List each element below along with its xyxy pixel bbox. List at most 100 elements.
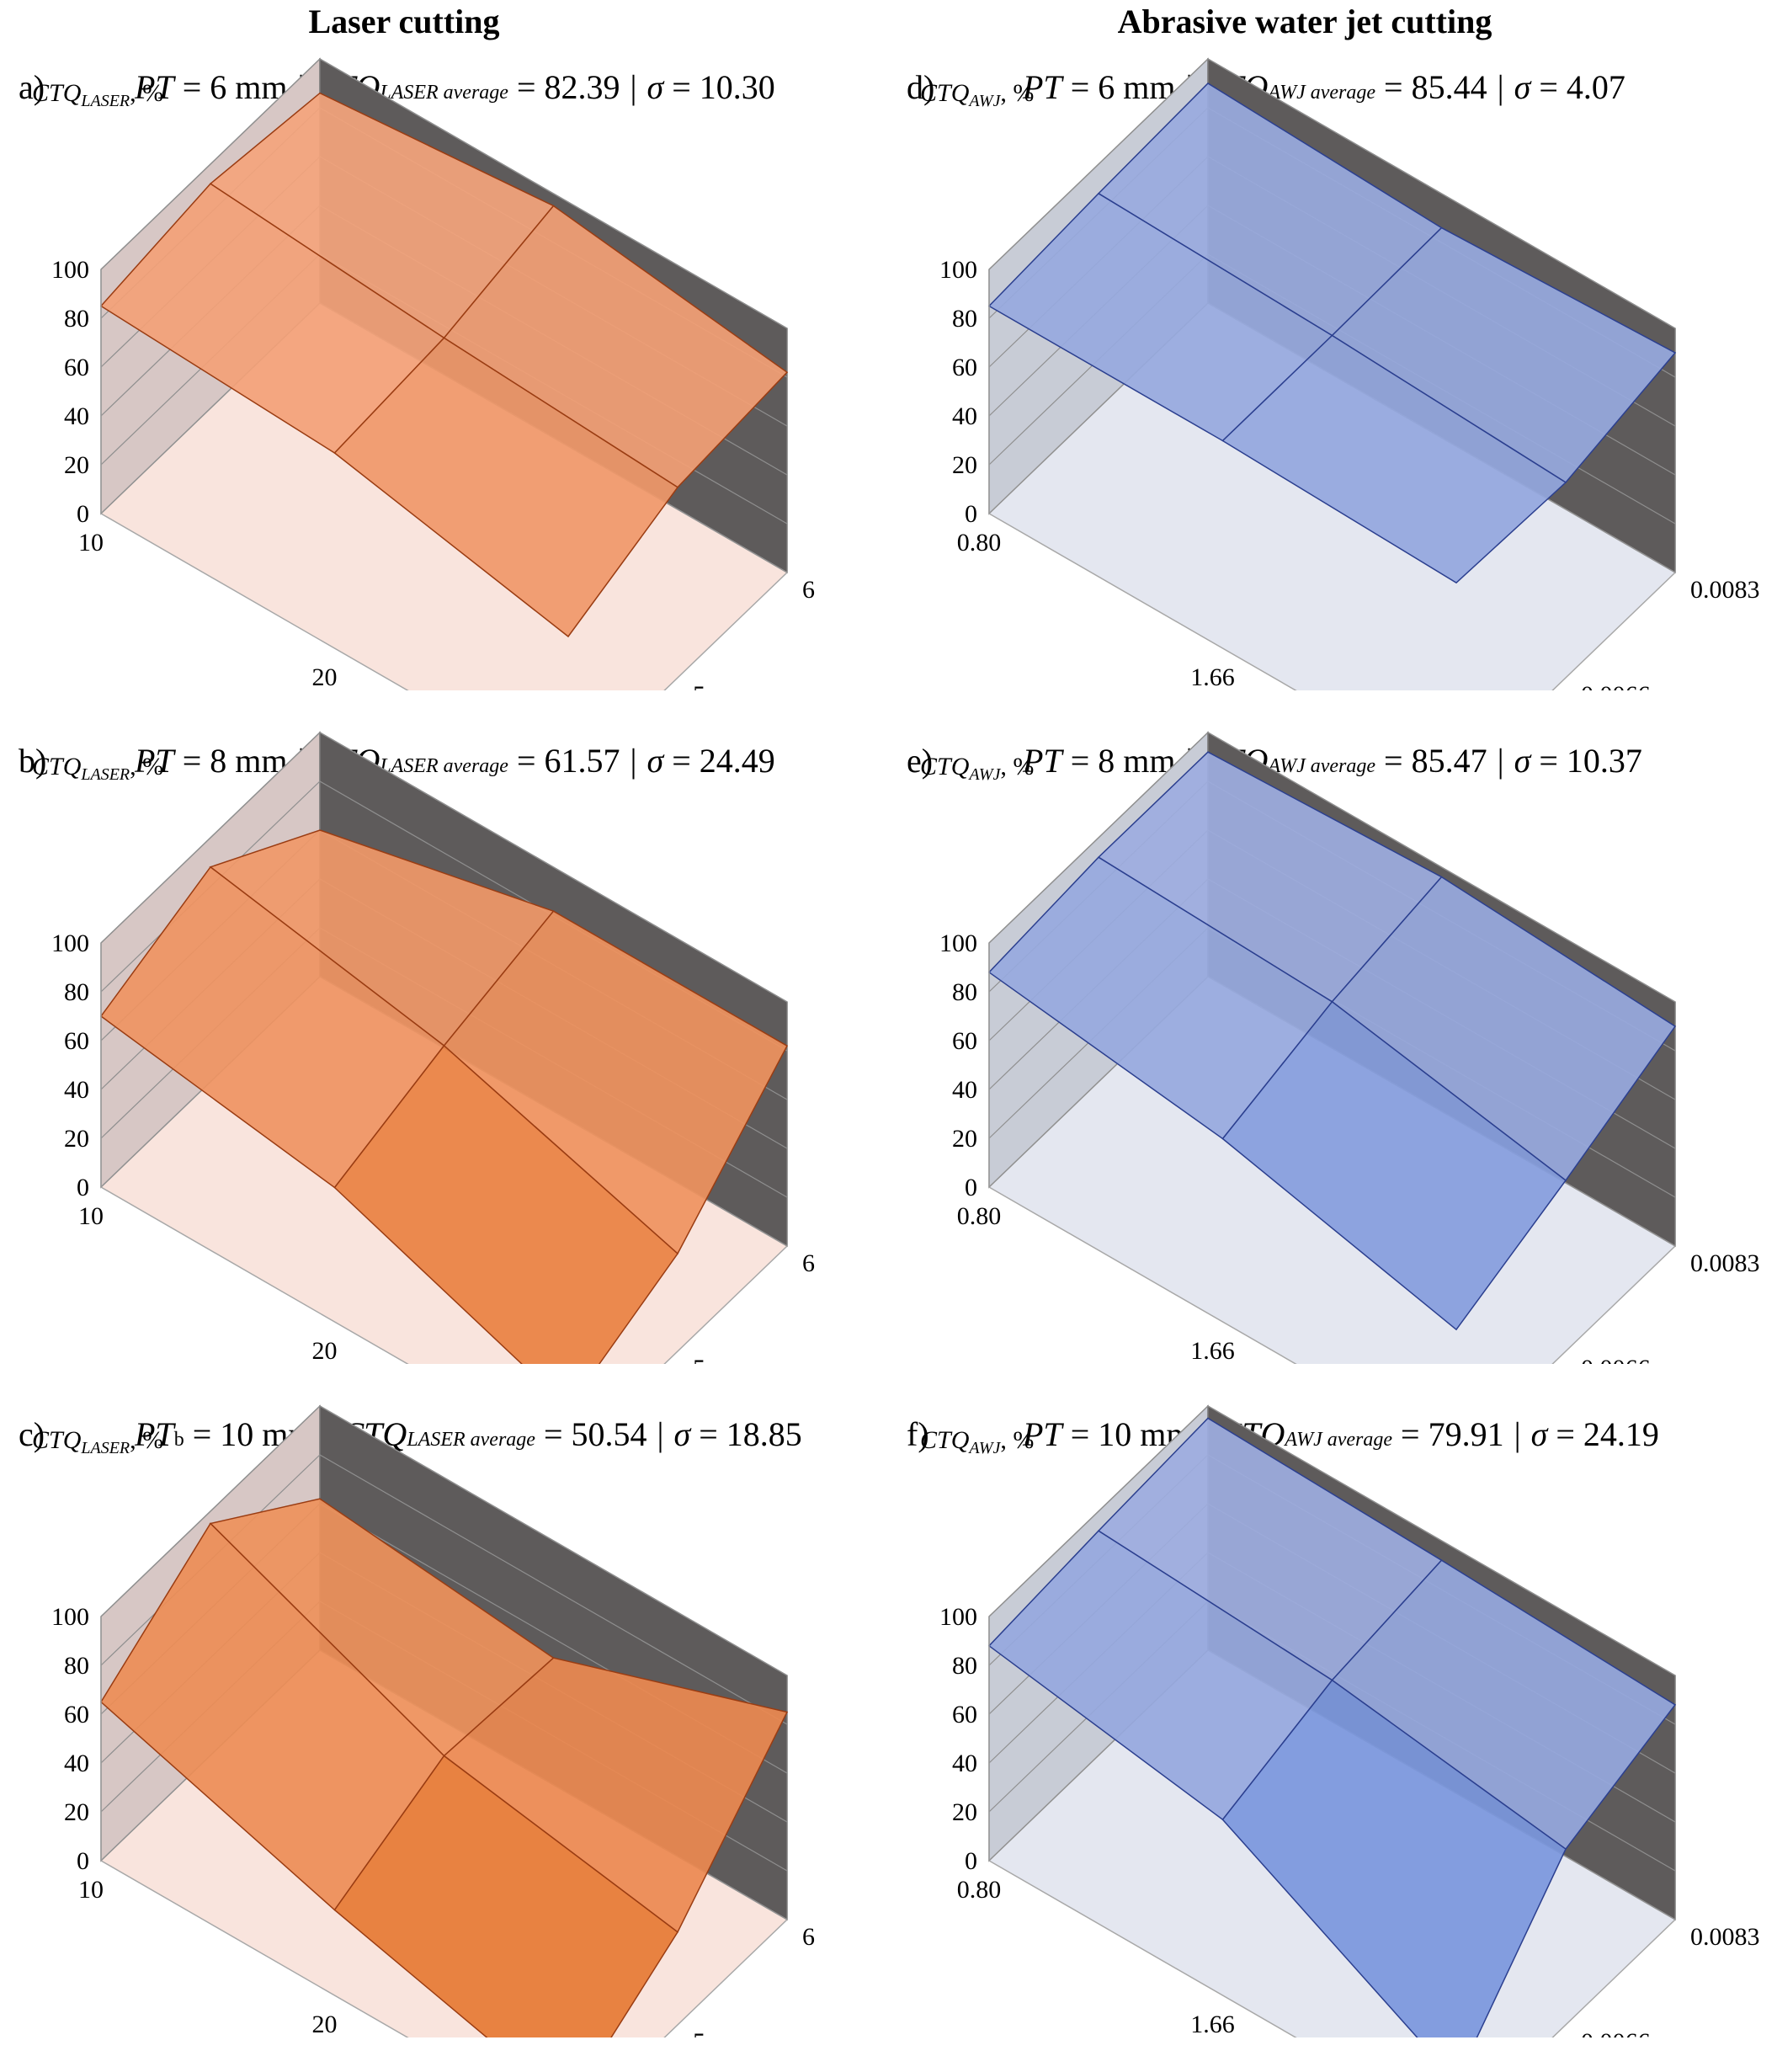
z-label-subscript: AWJ (967, 765, 1001, 784)
z-label-unit: , % (130, 79, 163, 107)
z-tick-label: 100 (51, 929, 89, 957)
z-tick-label: 20 (952, 1798, 977, 1826)
z-tick-label: 40 (64, 1750, 89, 1777)
z-tick-label: 0 (77, 1174, 89, 1201)
z-tick-label: 60 (64, 354, 89, 381)
y-tick-label: 0.0083 (1690, 1249, 1760, 1277)
z-tick-label: 100 (939, 256, 977, 284)
title-separator: | (1514, 1415, 1521, 1453)
ctq-average-value: = 82.39 (508, 68, 620, 106)
x-tick-label: 10 (78, 1202, 104, 1230)
chart-panel-a: a)PT = 6 mm|CTQLASER average = 82.39|σ =… (0, 17, 888, 690)
z-tick-label: 100 (51, 1603, 89, 1631)
ctq-average-value: = 85.47 (1375, 742, 1487, 780)
z-label-symbol: CTQ (32, 753, 82, 780)
z-label-subscript: AWJ (967, 92, 1001, 110)
z-tick-label: 60 (64, 1701, 89, 1728)
z-gridline (988, 58, 1676, 329)
pt-value: = 6 mm (173, 68, 288, 106)
z-label-symbol: CTQ (32, 1426, 82, 1454)
z-label-symbol: CTQ (920, 79, 970, 107)
z-tick-label: 40 (64, 1076, 89, 1104)
z-tick-label: 60 (952, 1701, 977, 1728)
chart-panel-b: b)PT = 8 mm|CTQLASER average = 61.57|σ =… (0, 690, 888, 1364)
y-tick-label: 0.0066 (1581, 681, 1651, 690)
z-axis-label: CTQLASER, % (32, 1426, 163, 1457)
pt-symbol: PT (1023, 1415, 1062, 1453)
ctq-subscript: LASER average (407, 1429, 535, 1451)
z-label-subscript: LASER (80, 92, 130, 110)
sigma-value: = 10.30 (663, 68, 775, 106)
column-heading-awj: Abrasive water jet cutting (1117, 3, 1492, 40)
y-tick-label: 6 (802, 576, 815, 604)
z-tick-label: 20 (952, 1125, 977, 1153)
z-label-symbol: CTQ (920, 753, 970, 780)
title-separator: | (630, 742, 637, 780)
ctq-average-value: = 61.57 (508, 742, 620, 780)
sigma-value: = 18.85 (690, 1415, 802, 1453)
z-tick-label: 0 (965, 1847, 977, 1875)
chart-panel-f: f)PT = 10 mm|CTQAWJ average = 79.91|σ = … (888, 1364, 1776, 2037)
z-tick-label: 100 (939, 929, 977, 957)
z-tick-label: 40 (952, 402, 977, 430)
sigma-symbol: σ (673, 1415, 691, 1453)
z-tick-label: 80 (952, 1652, 977, 1680)
x-tick-label: 1.66 (1190, 2011, 1235, 2037)
z-label-subscript: AWJ (967, 1439, 1001, 1457)
sigma-symbol: σ (646, 68, 664, 106)
z-tick-label: 0 (965, 1174, 977, 1201)
z-tick-label: 80 (64, 978, 89, 1006)
surface-cell (333, 1755, 679, 2037)
ctq-average-value: = 85.44 (1375, 68, 1487, 106)
surface-chart-a: 020406080100102030456CTQLASER, %vf LASER… (32, 57, 815, 690)
z-label-unit: , % (1000, 753, 1034, 780)
pt-symbol: PT (135, 742, 174, 780)
surface-cell (1221, 1679, 1567, 2037)
pt-symbol: PT (1023, 68, 1062, 106)
z-gridline (988, 1405, 1676, 1676)
z-gridline (100, 1405, 788, 1676)
panel-label-d: d) (907, 68, 935, 106)
z-tick-label: 60 (952, 1027, 977, 1055)
sigma-symbol: σ (1514, 742, 1531, 780)
title-separator: | (1497, 68, 1504, 106)
z-tick-label: 60 (952, 354, 977, 381)
sigma-symbol: σ (646, 742, 664, 780)
z-label-subscript: LASER (80, 765, 130, 784)
panel-label-f: f) (907, 1415, 929, 1453)
z-label-unit: , % (130, 753, 163, 780)
z-tick-label: 0 (965, 500, 977, 528)
pt-value: = 8 mm (1061, 742, 1176, 780)
z-tick-label: 80 (952, 978, 977, 1006)
z-label-unit: , % (1000, 1426, 1034, 1454)
x-tick-label: 10 (78, 529, 104, 557)
ctq-subscript: AWJ average (1285, 1429, 1393, 1451)
z-gridline (100, 732, 788, 1003)
pt-symbol: PT (1023, 742, 1062, 780)
z-axis-label: CTQAWJ, % (920, 79, 1034, 110)
z-label-subscript: LASER (80, 1439, 130, 1457)
sigma-symbol: σ (1530, 1415, 1548, 1453)
z-axis-label: CTQAWJ, % (920, 753, 1034, 784)
pt-subscript: b (173, 1429, 184, 1451)
sigma-symbol: σ (1514, 68, 1531, 106)
z-tick-label: 40 (952, 1750, 977, 1777)
y-tick-label: 5 (693, 2028, 705, 2037)
z-tick-label: 80 (64, 305, 89, 333)
surface-cell (1221, 334, 1567, 584)
z-tick-label: 40 (64, 402, 89, 430)
z-label-unit: , % (1000, 79, 1034, 107)
y-tick-label: 0.0083 (1690, 1923, 1760, 1951)
pt-symbol: PT (135, 68, 174, 106)
ctq-subscript: LASER average (380, 82, 508, 104)
title-separator: | (630, 68, 637, 106)
z-label-symbol: CTQ (920, 1426, 970, 1454)
x-tick-label: 1.66 (1190, 1337, 1235, 1364)
y-tick-label: 6 (802, 1249, 815, 1277)
x-tick-label: 20 (312, 663, 338, 690)
surface-cell (333, 1044, 679, 1364)
z-axis-label: CTQLASER, % (32, 753, 163, 784)
z-gridline (100, 58, 788, 329)
title-separator: | (657, 1415, 664, 1453)
y-tick-label: 0.0066 (1581, 2028, 1651, 2037)
